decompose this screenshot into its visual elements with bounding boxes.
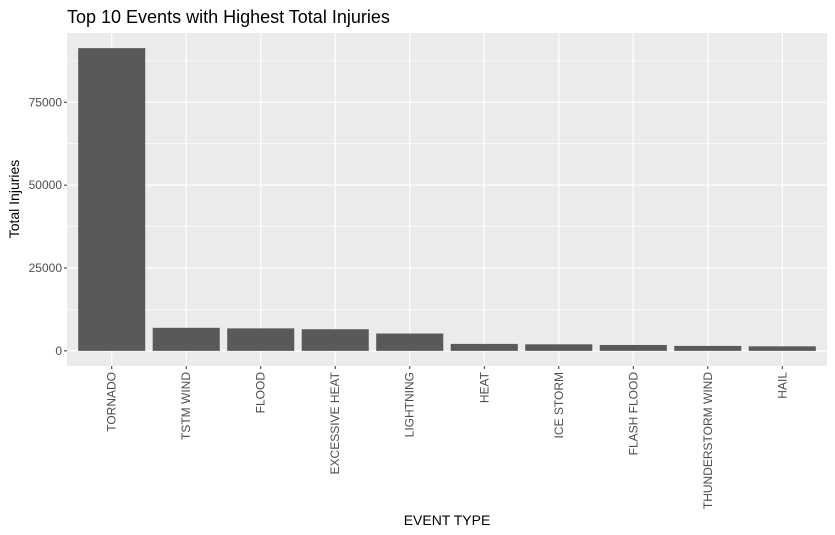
bar	[152, 327, 220, 351]
x-tick-label: TSTM WIND	[179, 372, 193, 440]
x-tick-label: FLASH FLOOD	[626, 372, 640, 456]
y-tick-label: 75000	[29, 95, 63, 109]
x-tick-label: FLOOD	[254, 372, 268, 414]
bar	[78, 48, 146, 351]
bar	[301, 329, 369, 351]
bar	[376, 333, 444, 351]
x-tick-label: ICE STORM	[552, 372, 566, 438]
bar	[450, 343, 518, 351]
y-axis-title: Total Injuries	[6, 160, 22, 239]
bar	[748, 346, 816, 351]
y-tick-label: 0	[55, 344, 62, 358]
y-tick-label: 25000	[29, 261, 63, 275]
bars	[78, 48, 816, 351]
plot-panel	[67, 33, 827, 366]
x-tick-label: EXCESSIVE HEAT	[328, 371, 342, 474]
x-axis: TORNADO TSTM WIND FLOOD EXCESSIVE HEAT LIGHT…	[105, 366, 789, 509]
major-gridlines	[67, 33, 827, 366]
x-tick-label: HEAT	[477, 371, 491, 403]
x-tick-label: LIGHTNING	[403, 372, 417, 437]
x-tick-label: THUNDERSTORM WIND	[701, 372, 715, 509]
bar	[674, 345, 742, 351]
minor-gridlines	[67, 60, 827, 310]
y-axis: 0 25000 50000 75000	[29, 95, 67, 358]
chart-title: Top 10 Events with Highest Total Injurie…	[67, 7, 390, 27]
x-tick-label: HAIL	[775, 372, 789, 399]
bar	[227, 328, 295, 351]
x-tick-label: TORNADO	[105, 372, 119, 432]
bar	[599, 344, 667, 351]
y-tick-label: 50000	[29, 178, 63, 192]
bar	[525, 344, 593, 351]
x-axis-title: EVENT TYPE	[404, 512, 491, 528]
